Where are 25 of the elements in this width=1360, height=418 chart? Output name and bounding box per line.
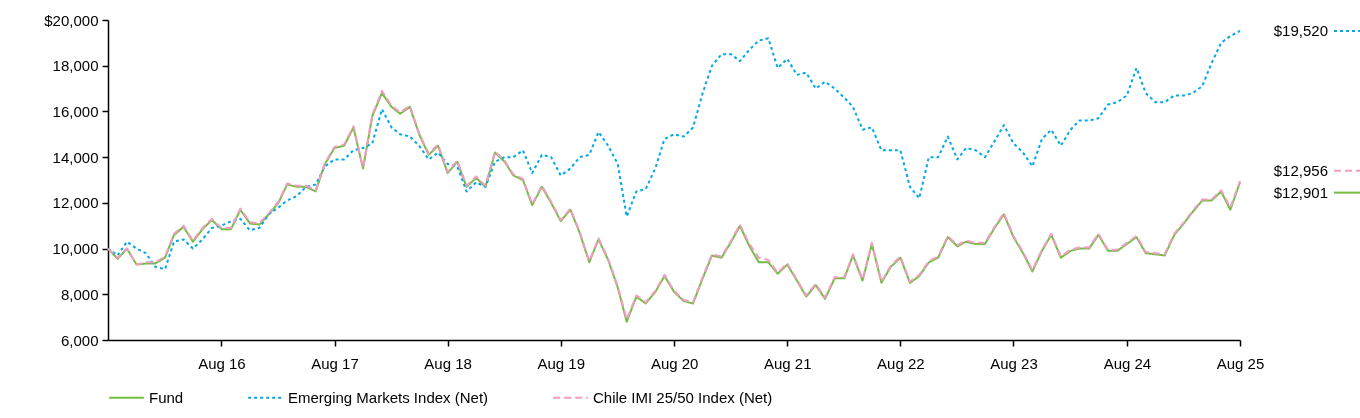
x-tick-label: Aug 18 (424, 354, 472, 372)
y-tick-label: 6,000 (60, 331, 99, 349)
y-tick-label: 12,000 (52, 194, 99, 212)
x-tick-label: Aug 21 (763, 354, 812, 372)
annotation: $19,520 (1273, 21, 1328, 39)
legend-label: Chile IMI 25/50 Index (Net) (593, 388, 773, 406)
x-tick-label: Aug 19 (537, 354, 586, 372)
legend-label: Emerging Markets Index (Net) (288, 388, 489, 406)
x-tick-label: Aug 24 (1103, 354, 1152, 372)
y-tick-label: $20,000 (44, 11, 99, 29)
y-tick-label: 10,000 (52, 240, 99, 258)
x-tick-label: Aug 25 (1216, 354, 1265, 372)
annotation: $12,956 (1273, 161, 1328, 179)
y-tick-label: 16,000 (52, 102, 99, 120)
y-tick-label: 8,000 (60, 285, 99, 303)
legend-label: Fund (149, 388, 184, 406)
x-tick-label: Aug 23 (990, 354, 1038, 372)
line-series (107, 29, 1241, 271)
x-tick-label: Aug 17 (311, 354, 359, 372)
x-tick-label: Aug 16 (198, 354, 246, 372)
annotation: $12,901 (1273, 183, 1328, 201)
y-tick-label: 18,000 (52, 57, 99, 75)
y-tick-label: 14,000 (52, 148, 99, 166)
x-tick-label: Aug 22 (877, 354, 925, 372)
x-tick-label: Aug 20 (650, 354, 699, 372)
